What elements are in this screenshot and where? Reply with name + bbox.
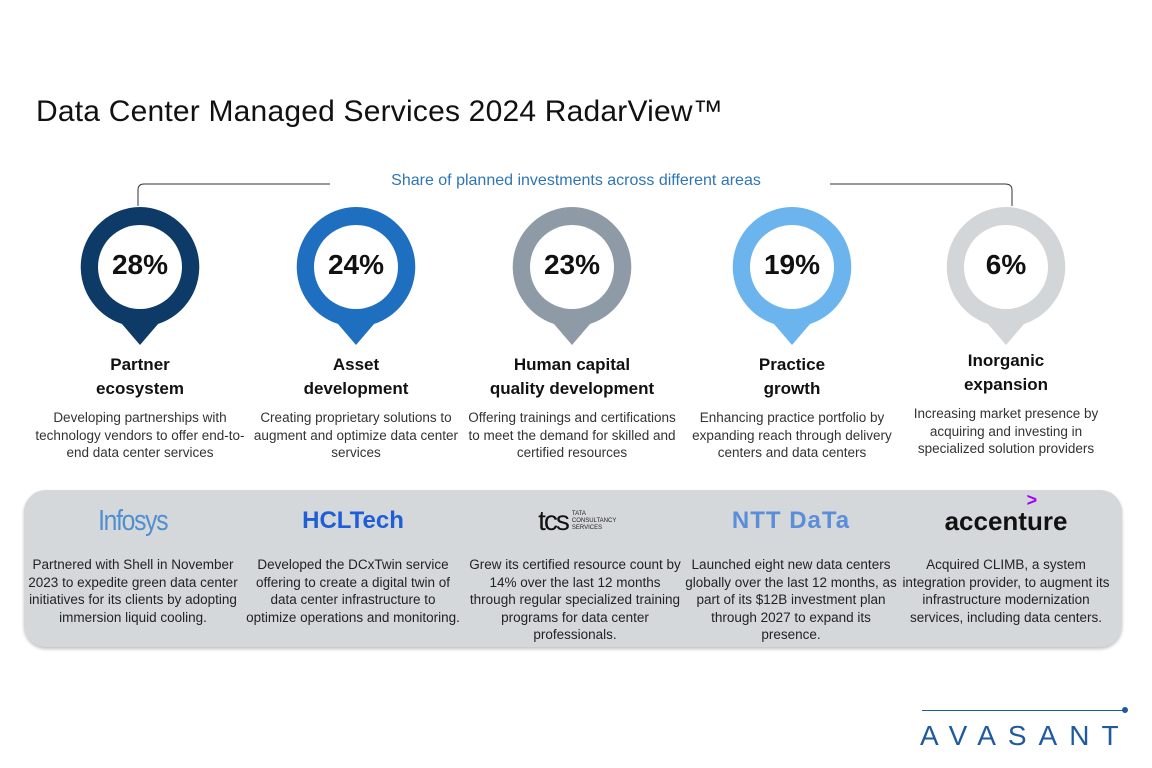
vendor-logo: Infosys <box>25 500 241 542</box>
area-heading: Practice growth <box>684 353 900 403</box>
investment-area: 24% Asset development Creating proprietar… <box>248 205 464 462</box>
vendor-card: Infosys Partnered with Shell in November… <box>25 500 241 626</box>
vendor-description: Acquired CLIMB, a system integration pro… <box>902 557 1110 625</box>
vendor-logo: NTT DaTa <box>683 500 899 542</box>
investment-area: 23% Human capital quality development Off… <box>464 205 680 462</box>
percent-value: 28% <box>111 249 169 280</box>
vendor-panel <box>24 490 1122 647</box>
bracket-connector <box>137 183 1013 206</box>
tcs-subtext: TATA CONSULTANCY SERVICES <box>571 510 617 531</box>
accenture-logo: > accenture <box>944 490 1068 537</box>
infosys-logo: Infosys <box>98 504 168 537</box>
vendor-description: Launched eight new data centers globally… <box>685 557 897 642</box>
location-pin-icon: 19% <box>730 205 854 345</box>
heading-line: growth <box>763 379 821 398</box>
subtitle: Share of planned investments across diff… <box>391 172 761 189</box>
tcs-mark: tcs <box>538 505 570 536</box>
investment-area: 6% Inorganic expansion Increasing market … <box>898 205 1114 458</box>
heading-line: Partner <box>110 355 170 374</box>
ntt-data-logo: NTT DaTa <box>731 507 851 534</box>
heading-line: ecosystem <box>96 379 184 398</box>
area-heading: Inorganic expansion <box>898 349 1114 399</box>
investment-area: 28% Partner ecosystem Developing partners… <box>32 205 248 462</box>
percent-value: 23% <box>543 249 601 280</box>
area-heading: Asset development <box>248 353 464 403</box>
vendor-card: > accenture Acquired CLIMB, a system inte… <box>898 490 1114 626</box>
heading-line: Asset <box>332 355 380 374</box>
vendor-card: tcs TATA CONSULTANCY SERVICES Grew its ce… <box>467 500 683 644</box>
vendor-description: Developed the DCxTwin service offering t… <box>246 557 460 625</box>
area-description: Creating proprietary solutions to augmen… <box>253 410 459 460</box>
area-description: Enhancing practice portfolio by expandin… <box>692 410 892 460</box>
vendor-logo: tcs TATA CONSULTANCY SERVICES <box>467 500 683 542</box>
percent-value: 6% <box>985 249 1027 280</box>
vendor-logo: HCLTech <box>245 500 461 542</box>
hcltech-logo: HCLTech <box>302 507 404 534</box>
page-title: Data Center Managed Services 2024 RadarV… <box>36 95 723 128</box>
brand-line <box>922 710 1124 711</box>
area-heading: Partner ecosystem <box>32 353 248 403</box>
investment-area: 19% Practice growth Enhancing practice po… <box>684 205 900 462</box>
heading-line: quality development <box>489 379 655 398</box>
heading-line: Human capital <box>513 355 631 374</box>
heading-line: Inorganic <box>967 351 1045 370</box>
location-pin-icon: 6% <box>944 205 1068 345</box>
area-description: Developing partnerships with technology … <box>35 410 245 460</box>
vendor-card: NTT DaTa Launched eight new data centers… <box>683 500 899 644</box>
heading-line: Practice <box>758 355 826 374</box>
location-pin-icon: 23% <box>510 205 634 345</box>
percent-value: 24% <box>327 249 385 280</box>
avasant-logo: AVASANT <box>920 720 1131 751</box>
area-heading: Human capital quality development <box>464 353 680 403</box>
brand-dot <box>1122 707 1128 713</box>
vendor-card: HCLTech Developed the DCxTwin service of… <box>245 500 461 626</box>
accenture-wordmark: accenture <box>944 505 1068 536</box>
vendor-logo: > accenture <box>898 490 1114 542</box>
heading-line: development <box>303 379 409 398</box>
vendor-description: Grew its certified resource count by 14%… <box>469 557 681 642</box>
heading-line: expansion <box>963 375 1049 394</box>
tcs-logo: tcs TATA CONSULTANCY SERVICES <box>538 505 617 537</box>
location-pin-icon: 24% <box>294 205 418 345</box>
area-description: Increasing market presence by acquiring … <box>913 406 1099 456</box>
vendor-description: Partnered with Shell in November 2023 to… <box>28 557 238 625</box>
accenture-chevron-icon: > <box>1026 489 1038 510</box>
percent-value: 19% <box>763 249 821 280</box>
area-description: Offering trainings and certifications to… <box>468 410 676 460</box>
location-pin-icon: 28% <box>78 205 202 345</box>
